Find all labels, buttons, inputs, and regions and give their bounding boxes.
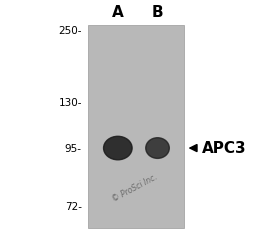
- Bar: [88, 25, 184, 228]
- Text: 72-: 72-: [65, 202, 82, 212]
- Ellipse shape: [104, 136, 132, 160]
- Text: 130-: 130-: [58, 98, 82, 108]
- Text: APC3: APC3: [202, 141, 247, 156]
- Text: 250-: 250-: [58, 26, 82, 35]
- Ellipse shape: [146, 138, 169, 158]
- Text: A: A: [112, 5, 124, 20]
- Text: 95-: 95-: [65, 144, 82, 154]
- Text: © ProSci Inc.: © ProSci Inc.: [111, 172, 159, 204]
- Text: B: B: [152, 5, 163, 20]
